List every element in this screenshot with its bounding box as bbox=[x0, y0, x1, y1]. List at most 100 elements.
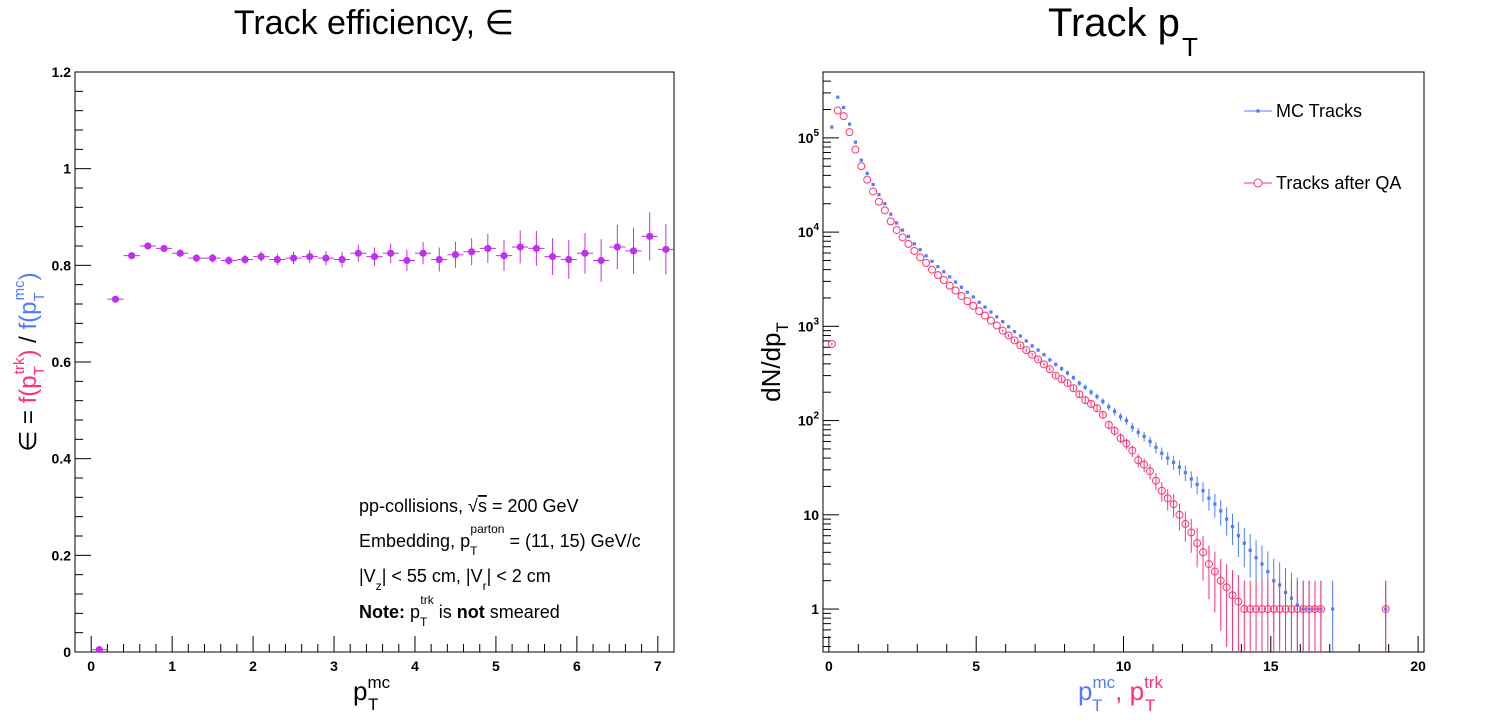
efficiency-point bbox=[581, 249, 589, 257]
qa-track-point bbox=[951, 286, 960, 295]
x-tick-label: 5 bbox=[492, 658, 500, 674]
mc-track-point bbox=[1136, 430, 1140, 434]
mc-track-point bbox=[965, 290, 969, 294]
mc-track-point bbox=[1195, 482, 1199, 487]
qa-track-point bbox=[1063, 379, 1072, 388]
qa-track-point bbox=[1181, 519, 1190, 528]
efficiency-point bbox=[192, 254, 201, 262]
qa-track-point bbox=[1381, 605, 1390, 614]
y-tick-label: 1.2 bbox=[52, 64, 72, 80]
mc-track-point bbox=[1266, 569, 1270, 574]
qa-track-point bbox=[1069, 384, 1078, 393]
qa-track-point bbox=[1134, 456, 1143, 465]
efficiency-point bbox=[209, 254, 217, 262]
mc-track-point bbox=[1177, 465, 1182, 469]
efficiency-panel: 0 0.2 0.4 0.6 0.8 1 1.2 0 1 2 3 4 5 6 7 Track efficienc… bbox=[11, 4, 675, 714]
mc-track-point bbox=[942, 270, 946, 274]
mc-track-point bbox=[1207, 496, 1211, 500]
efficiency-point bbox=[597, 256, 605, 265]
mc-track-point bbox=[1142, 434, 1146, 438]
mc-track-point bbox=[948, 275, 952, 279]
qa-track-point bbox=[1293, 605, 1302, 614]
mc-track-point bbox=[895, 221, 899, 225]
qa-track-point bbox=[1151, 476, 1160, 485]
x-tick-label: 7 bbox=[654, 658, 662, 674]
x-tick-label: 3 bbox=[330, 658, 338, 674]
mc-track-point bbox=[1189, 477, 1193, 481]
qa-track-point bbox=[986, 316, 995, 325]
efficiency-title: Track efficiency, ∈ bbox=[234, 4, 514, 42]
qa-track-point bbox=[1222, 583, 1231, 592]
qa-track-point bbox=[863, 175, 872, 184]
qa-track-point bbox=[981, 311, 990, 320]
mc-track-point bbox=[877, 193, 881, 197]
qa-track-point bbox=[1045, 365, 1054, 374]
efficiency-point bbox=[338, 255, 346, 264]
qa-track-point bbox=[1187, 528, 1196, 537]
qa-track-point bbox=[1140, 460, 1149, 469]
qa-track-point bbox=[992, 321, 1001, 330]
mc-track-point bbox=[1018, 334, 1022, 338]
mc-track-point bbox=[1007, 325, 1011, 329]
qa-track-point bbox=[1310, 605, 1319, 614]
x-tick-label: 5 bbox=[972, 658, 980, 674]
mc-track-point bbox=[1071, 376, 1076, 380]
mc-track-point bbox=[995, 315, 999, 319]
efficiency-point bbox=[273, 255, 281, 264]
mc-track-point bbox=[1160, 451, 1164, 455]
efficiency-point bbox=[468, 248, 476, 256]
qa-track-point bbox=[1216, 576, 1225, 585]
mc-track-point bbox=[930, 259, 934, 263]
mc-track-point bbox=[1130, 425, 1134, 429]
efficiency-annotation: |Vz| < 55 cm, |Vr| < 2 cm bbox=[359, 566, 551, 593]
qa-track-point bbox=[910, 247, 919, 256]
mc-track-point bbox=[1166, 456, 1170, 460]
mc-track-point bbox=[977, 300, 981, 304]
mc-track-point bbox=[859, 158, 863, 162]
efficiency-point bbox=[176, 249, 184, 257]
pt-spectrum-panel: 1 10 102 103 104 105 0 5 10 15 20 MC Tracks Tracks a… bbox=[756, 1, 1426, 715]
mc-track-point bbox=[1242, 541, 1246, 545]
efficiency-point bbox=[306, 253, 314, 261]
mc-track-point bbox=[1213, 502, 1217, 506]
x-tick-label: 4 bbox=[411, 658, 419, 674]
y-tick-label: 0 bbox=[63, 644, 71, 660]
qa-track-point bbox=[880, 206, 889, 215]
efficiency-point bbox=[484, 244, 492, 253]
mc-track-point bbox=[1219, 509, 1223, 513]
legend-label: Tracks after QA bbox=[1276, 173, 1401, 193]
mc-track-point bbox=[953, 280, 958, 284]
efficiency-point bbox=[257, 253, 265, 261]
qa-track-point bbox=[1204, 560, 1213, 569]
efficiency-annotation: Note: pTtrk is not smeared bbox=[359, 593, 560, 629]
y-tick-label: 0.4 bbox=[52, 451, 72, 467]
efficiency-point bbox=[111, 295, 120, 303]
qa-track-point bbox=[1287, 605, 1296, 614]
pt-title: Track p bbox=[1048, 1, 1180, 45]
y-tick-label: 0.8 bbox=[52, 257, 72, 273]
qa-track-point bbox=[1022, 346, 1031, 355]
efficiency-point bbox=[144, 242, 152, 250]
mc-track-point bbox=[918, 248, 922, 252]
mc-track-point bbox=[936, 265, 940, 269]
mc-track-point bbox=[1001, 320, 1005, 324]
mc-track-point bbox=[830, 125, 834, 129]
qa-track-point bbox=[945, 281, 954, 290]
qa-track-point bbox=[845, 128, 854, 137]
qa-track-point bbox=[1199, 548, 1208, 557]
efficiency-point bbox=[662, 245, 670, 253]
mc-track-point bbox=[1225, 517, 1229, 521]
efficiency-point bbox=[289, 254, 298, 262]
x-tick-label: 10 bbox=[1116, 658, 1132, 674]
mc-track-point bbox=[983, 305, 987, 309]
qa-track-point bbox=[1175, 510, 1184, 519]
qa-track-point bbox=[1228, 591, 1237, 600]
efficiency-point bbox=[451, 251, 460, 259]
mc-track-point bbox=[871, 182, 875, 187]
efficiency-point bbox=[387, 249, 395, 257]
pt-xlabel: pmc, ptrk bbox=[1078, 673, 1163, 706]
qa-track-point bbox=[1193, 539, 1202, 548]
efficiency-point bbox=[95, 645, 103, 654]
efficiency-point bbox=[370, 253, 379, 261]
